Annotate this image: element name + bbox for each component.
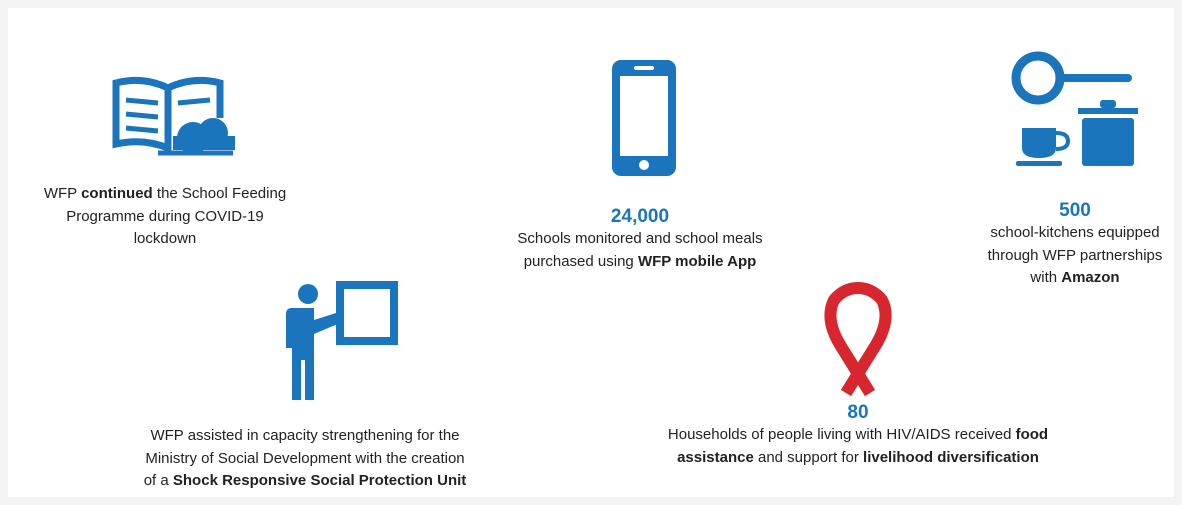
text: the School Feeding xyxy=(152,185,287,202)
text: with xyxy=(1030,269,1062,286)
text-line: Schools monitored and school meals xyxy=(517,228,762,251)
bold-text: continued xyxy=(81,185,153,202)
teacher-icon xyxy=(286,281,398,400)
text-line: lockdown xyxy=(44,228,286,251)
infographic: WFP continued the School Feeding Programm… xyxy=(8,8,1174,497)
text-line: Households of people living with HIV/AID… xyxy=(668,424,1048,447)
text: Ministry of Social Development with the … xyxy=(145,449,465,467)
item: 80 Households of people living with HIV/A… xyxy=(668,402,1048,469)
text: through WFP partnerships xyxy=(987,246,1163,264)
text-line: of a Shock Responsive Social Protection … xyxy=(144,470,467,493)
item: WFP continued the School Feeding Programm… xyxy=(44,183,286,251)
stat: 24,000 xyxy=(610,206,670,227)
text-line: through WFP partnerships xyxy=(988,245,1163,268)
icons xyxy=(112,51,1138,400)
text: of a xyxy=(143,472,173,489)
stat: 500 xyxy=(1059,200,1091,221)
ribbon-icon xyxy=(824,281,892,397)
item: 24,000 Schools monitored and school meals… xyxy=(517,206,762,273)
text: WFP xyxy=(43,185,82,202)
text: school-kitchens equipped xyxy=(990,224,1160,241)
text: lockdown xyxy=(133,230,197,247)
text: purchased using xyxy=(523,252,638,270)
book-icon xyxy=(112,76,235,156)
bold-text: food xyxy=(1015,426,1049,443)
text-line: WFP continued the School Feeding xyxy=(44,183,286,206)
text: Schools monitored and school meals xyxy=(517,230,763,247)
phone-icon xyxy=(612,60,676,176)
bold-text: Amazon xyxy=(1061,269,1120,286)
item: 500 school-kitchens equipped through WFP p… xyxy=(988,200,1163,290)
bold-text: livelihood diversification xyxy=(863,448,1039,466)
text: and support for xyxy=(753,448,864,466)
text-line: with Amazon xyxy=(988,267,1163,290)
bold-text: assistance xyxy=(677,448,754,466)
text-line: WFP assisted in capacity strengthening f… xyxy=(144,425,467,448)
text-line: school-kitchens equipped xyxy=(988,222,1163,245)
bold-text: Shock Responsive Social Protection Unit xyxy=(172,472,467,489)
text-line: Ministry of Social Development with the … xyxy=(144,448,467,471)
stat: 80 xyxy=(847,402,869,423)
text-line: assistance and support for livelihood di… xyxy=(668,447,1048,470)
text-line: purchased using WFP mobile App xyxy=(517,251,762,274)
text: Programme during COVID-19 xyxy=(66,207,264,225)
kitchen-icon xyxy=(1011,51,1138,166)
text: WFP assisted in capacity strengthening f… xyxy=(150,427,460,444)
bold-text: WFP mobile App xyxy=(637,252,757,270)
text-line: Programme during COVID-19 xyxy=(44,206,286,229)
item: WFP assisted in capacity strengthening f… xyxy=(144,425,467,493)
text: Households of people living with HIV/AID… xyxy=(667,426,1016,443)
